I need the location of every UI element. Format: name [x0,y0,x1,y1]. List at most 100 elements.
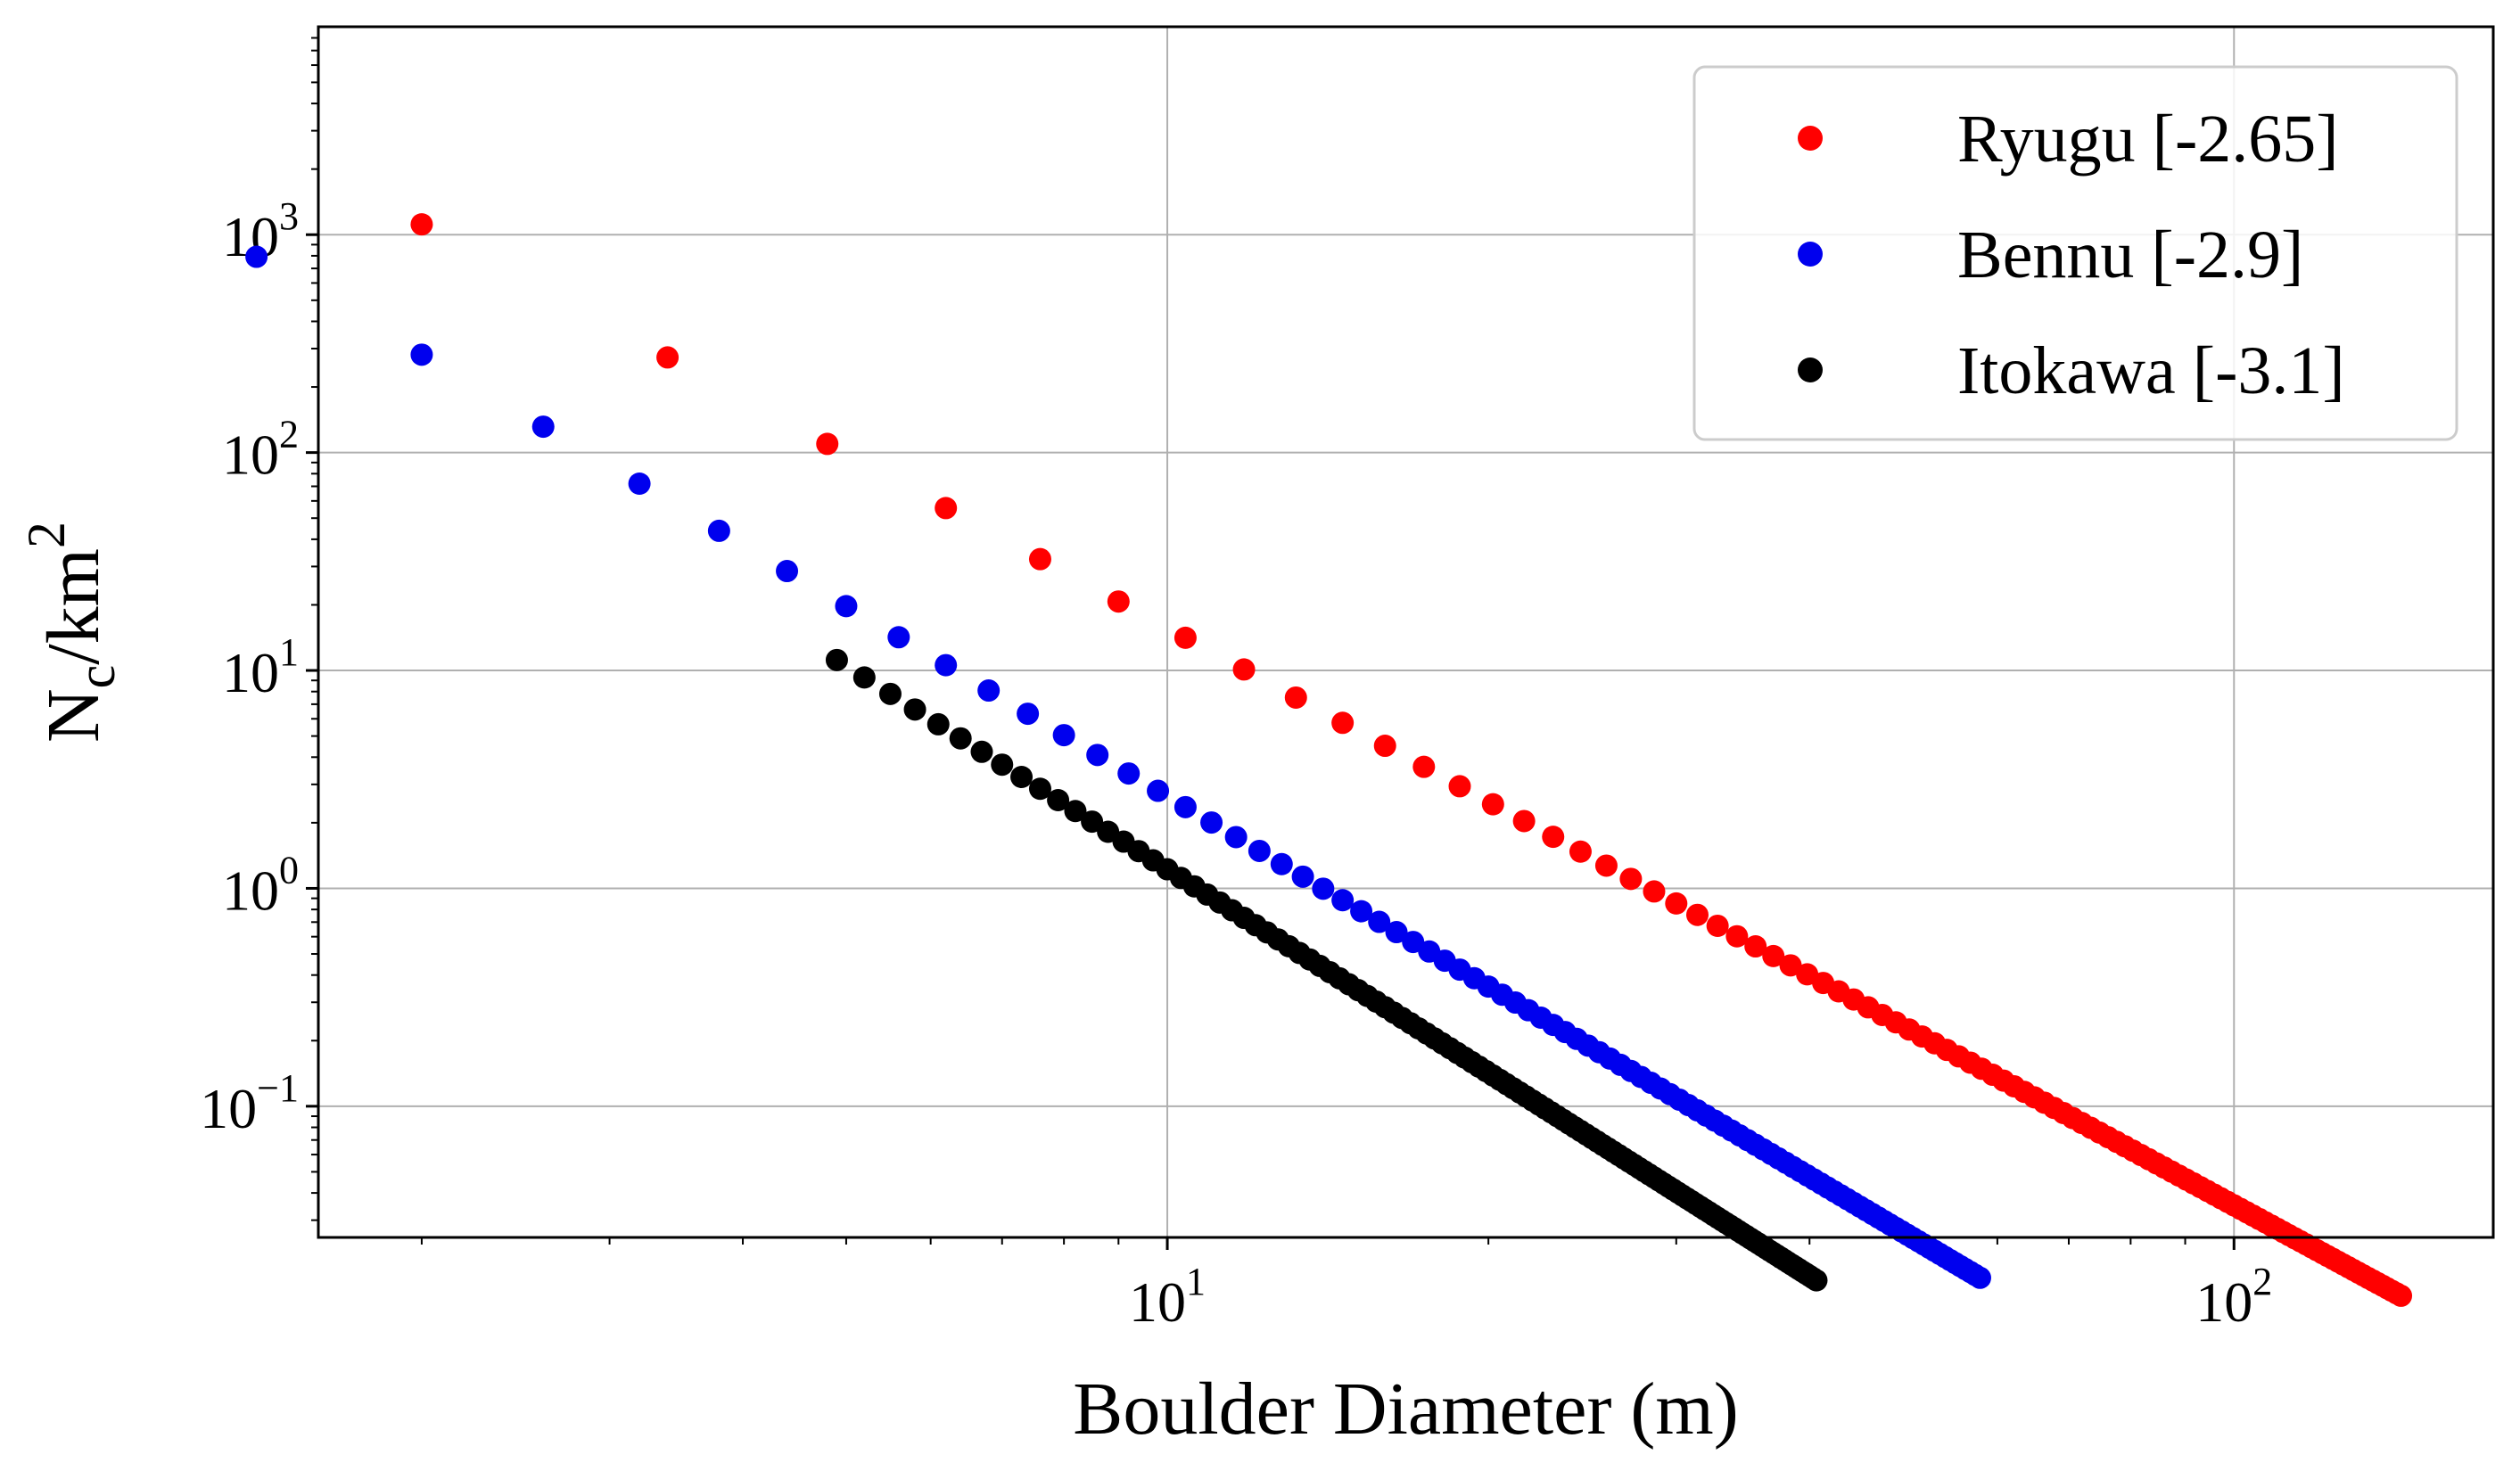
y-axis-label-base: N [32,688,115,743]
data-point [1052,724,1075,747]
data-point [991,753,1014,777]
data-point [825,648,848,671]
x-tick-label: 101 [1129,1260,1206,1334]
data-point [656,346,679,369]
data-point [1402,931,1425,954]
plot-frame [317,25,2495,1239]
data-point [1224,826,1248,849]
x-tick-label-base: 10 [1129,1270,1186,1334]
x-tick-label-exp: 1 [1186,1260,1206,1303]
data-point [926,712,950,736]
y-tick-label-base: 10 [200,1077,257,1140]
data-point [776,560,799,583]
y-tick-label: 101 [222,630,299,704]
data-point [1385,921,1408,944]
data-point [1064,800,1087,823]
data-point [1542,826,1565,849]
data-point [1569,840,1592,863]
data-points [245,213,2413,1307]
data-point [1744,935,1767,958]
data-point [531,415,555,439]
y-tick-label: 10−1 [200,1066,299,1140]
data-point [878,682,902,705]
data-point [1232,658,1256,681]
legend-marker [1798,357,1823,382]
y-tick-label-base: 10 [222,641,279,704]
legend-label: Itokawa [-3.1] [1957,333,2345,408]
x-axis-label: Boulder Diameter (m) [1073,1368,1738,1450]
data-point [1331,889,1355,912]
legend-marker [1798,242,1823,267]
data-point [970,740,993,763]
data-point [1685,903,1709,926]
y-tick-label-base: 10 [222,423,279,487]
data-point [1047,788,1070,811]
data-point [935,653,958,677]
data-point [410,343,433,366]
x-tick-label-base: 10 [2195,1270,2252,1334]
data-point [1706,914,1729,937]
data-point [1643,880,1666,903]
data-point [1368,910,1391,933]
data-point [707,519,730,542]
data-point [1619,867,1643,891]
data-point [1107,590,1130,613]
y-tick-label-base: 10 [222,859,279,922]
data-point [2390,1284,2413,1307]
data-point [935,497,958,520]
data-point [903,698,926,721]
data-point [1665,892,1688,915]
y-tick-label-exp: 0 [279,848,299,892]
x-tick-label: 102 [2195,1260,2272,1334]
y-axis-label-sup: 2 [17,522,76,548]
data-point [949,727,972,750]
data-point [1284,686,1307,709]
data-point [1028,777,1051,801]
data-point [1331,711,1355,735]
y-tick-label: 100 [222,848,299,922]
data-point [1028,547,1051,571]
y-tick-label-exp: 3 [279,194,299,238]
y-axis-label-mid: /km [32,548,115,665]
data-point [1248,839,1271,862]
data-point [1174,795,1197,818]
data-point [628,473,651,496]
series-0 [410,213,2413,1307]
data-point [1017,703,1040,726]
y-tick-label-exp: 2 [279,413,299,456]
data-point [1594,854,1618,877]
legend-label: Bennu [-2.9] [1957,218,2303,292]
data-point [1010,765,1034,788]
data-point [1805,1269,1828,1292]
data-point [977,679,1001,703]
series-1 [245,245,1991,1289]
data-point [1086,744,1109,767]
data-point [1412,755,1436,778]
data-point [1291,865,1314,888]
data-point [245,245,268,268]
data-point [1350,900,1373,923]
data-point [1117,762,1141,785]
data-point [1512,809,1536,833]
series-2 [825,648,1828,1292]
data-point [816,432,839,456]
data-point [1968,1266,1991,1289]
y-tick-label-exp: −1 [257,1066,299,1110]
data-point [1725,925,1749,948]
y-tick-label: 102 [222,413,299,487]
data-point [887,626,910,649]
legend-box [1692,65,2458,441]
y-axis-label-sub: c [67,665,126,689]
x-tick-label-exp: 2 [2252,1260,2272,1303]
data-point [1312,877,1335,900]
data-point [1373,735,1396,758]
data-point [1481,793,1504,816]
legend: Ryugu [-2.65] Bennu [-2.9] Itokawa [-3.1] [1692,65,2458,441]
data-point [852,666,876,689]
data-point [410,213,433,236]
data-point [1200,811,1223,834]
data-point [1762,944,1785,967]
legend-label: Ryugu [-2.65] [1957,102,2339,177]
